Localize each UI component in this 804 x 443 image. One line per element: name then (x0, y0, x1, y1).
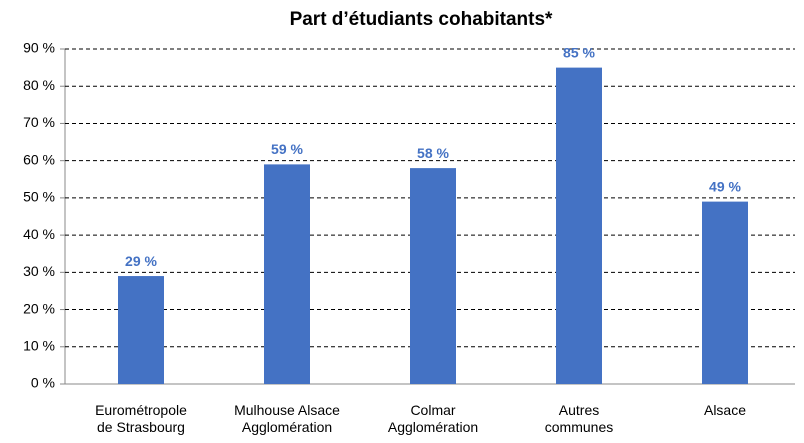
data-label: 29 % (125, 253, 157, 269)
y-tick-label: 70 % (23, 114, 55, 130)
data-label: 59 % (271, 141, 303, 157)
y-tick-label: 30 % (23, 263, 55, 279)
y-tick-label: 0 % (31, 375, 55, 391)
x-tick-label: Alsace (703, 402, 747, 418)
data-label: 85 % (563, 44, 595, 60)
bar (264, 164, 310, 384)
x-tick-label: Autres communes (544, 402, 614, 435)
x-tick-label: Mulhouse Alsace Agglomération (234, 402, 340, 435)
bar (410, 168, 456, 384)
y-tick-label: 80 % (23, 77, 55, 93)
y-tick-label: 60 % (23, 151, 55, 167)
y-tick-label: 50 % (23, 189, 55, 205)
chart-title: Part d’étudiants cohabitants* (290, 9, 553, 30)
y-tick-label: 10 % (23, 337, 55, 353)
data-label: 49 % (709, 178, 741, 194)
bar (702, 201, 748, 384)
bar (118, 276, 164, 384)
x-tick-label: Eurométropole de Strasbourg (95, 402, 187, 435)
y-tick-label: 90 % (23, 40, 55, 56)
y-tick-label: 20 % (23, 300, 55, 316)
bar (556, 67, 602, 384)
y-tick-label: 40 % (23, 226, 55, 242)
data-label: 58 % (417, 145, 449, 161)
x-tick-label: Colmar Agglomération (387, 402, 479, 435)
